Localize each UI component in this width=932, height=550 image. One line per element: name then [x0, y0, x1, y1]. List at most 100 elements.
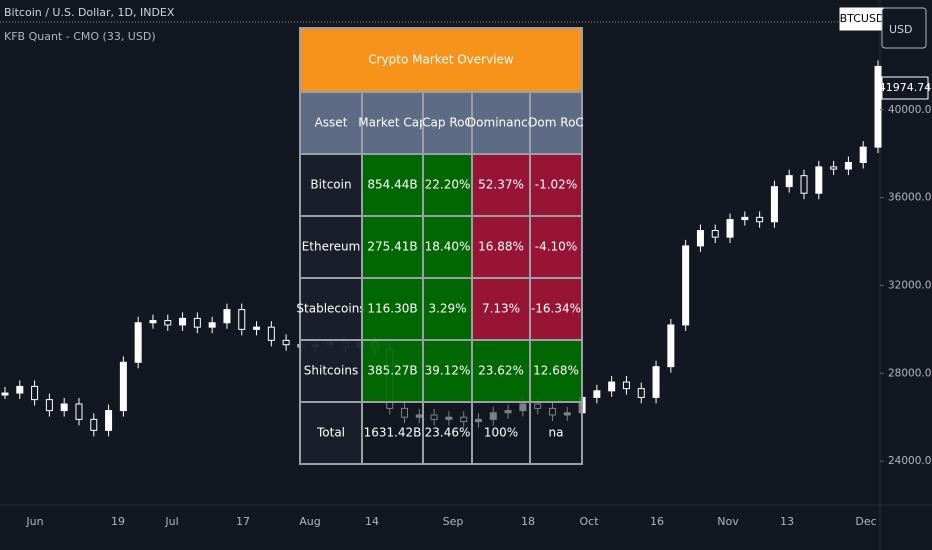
cell-text: 275.41B — [367, 240, 417, 254]
table-cell — [529, 277, 583, 341]
candle-body — [785, 175, 793, 188]
header-label: Dominance — [467, 116, 535, 130]
candle-body — [31, 385, 39, 401]
candle-body — [60, 403, 68, 412]
cell-text: 854.44B — [367, 178, 417, 192]
candle-body — [637, 388, 645, 398]
x-tick-label: 16 — [650, 515, 664, 528]
candle-body — [208, 322, 216, 328]
table-cell — [361, 277, 424, 341]
overview-table: Crypto Market Overview Asset Market CapCap… — [296, 27, 584, 465]
table-cell — [529, 339, 583, 403]
x-tick-label: Nov — [717, 515, 739, 528]
table-cell — [361, 401, 424, 465]
table-cell — [471, 339, 531, 403]
table-cell — [361, 215, 424, 279]
cell-text: Bitcoin — [310, 178, 351, 192]
header-label: Cap RoC — [422, 116, 473, 130]
cell-text: Stablecoins — [296, 302, 365, 316]
indicator-title: KFB Quant - CMO (33, USD) — [4, 30, 156, 43]
candle-body — [622, 381, 630, 390]
cell-text: 3.29% — [428, 302, 466, 316]
candle-body — [859, 146, 867, 163]
candle-body — [45, 399, 53, 412]
cell-text: 7.13% — [482, 302, 520, 316]
y-tick-label: 40000.00 — [888, 104, 932, 116]
cell-text: 116.30B — [367, 302, 417, 316]
cell-text: -4.10% — [535, 240, 577, 254]
table-cell — [529, 215, 583, 279]
cell-text: 18.40% — [425, 240, 471, 254]
last-price-box — [881, 76, 929, 100]
last-price: 41974.74 — [879, 81, 932, 94]
cell-text: Ethereum — [302, 240, 361, 254]
candle-body — [874, 65, 882, 148]
candle-body — [756, 216, 764, 223]
candle-body — [164, 320, 172, 326]
currency-box[interactable] — [881, 7, 927, 49]
candle-body — [667, 324, 675, 368]
x-tick-label: 13 — [780, 515, 794, 528]
candle-body — [608, 381, 616, 392]
candle-body — [16, 385, 24, 394]
y-tick-label: 28000.00 — [888, 367, 932, 379]
candle-body — [711, 230, 719, 238]
cell-text: Total — [316, 426, 345, 440]
x-tick-label: 18 — [521, 515, 535, 528]
candle-body — [726, 219, 734, 238]
y-tick-label: 32000.00 — [888, 279, 932, 291]
cell-text: 385.27B — [367, 364, 417, 378]
cell-text: 100% — [484, 426, 518, 440]
table-cell — [299, 215, 363, 279]
cell-text: 23.46% — [425, 426, 471, 440]
candle-body — [770, 186, 778, 223]
table-title-cell — [299, 27, 583, 93]
x-tick-label: Sep — [443, 515, 464, 528]
candle-body — [105, 410, 113, 431]
cell-text: 52.37% — [478, 178, 524, 192]
candle-body — [652, 366, 660, 398]
candle-body — [238, 309, 246, 330]
cell-text: 12.68% — [533, 364, 579, 378]
table-title: Crypto Market Overview — [368, 53, 514, 67]
candle-body — [800, 175, 808, 194]
x-tick-label: Dec — [855, 515, 876, 528]
header-label: Asset — [315, 116, 348, 130]
candle-body — [134, 322, 142, 363]
symbol-title: Bitcoin / U.S. Dollar, 1D, INDEX — [4, 6, 175, 19]
cell-text: 16.88% — [478, 240, 524, 254]
header-label: Market Cap — [358, 116, 426, 130]
candle-body — [830, 166, 838, 170]
currency[interactable]: USD — [889, 23, 913, 36]
candle-body — [593, 390, 601, 398]
cell-text: -1.02% — [535, 178, 577, 192]
cell-text: 39.12% — [425, 364, 471, 378]
candle-body — [267, 326, 275, 341]
candle-body — [75, 403, 83, 420]
table-cell — [299, 153, 363, 217]
candle-body — [682, 245, 690, 326]
ticker[interactable]: BTCUSD — [840, 12, 885, 25]
y-tick-label: 24000.00 — [888, 455, 932, 467]
axes: 24000.00 28000.00 32000.00 36000.00 40000.00… — [25, 104, 932, 528]
candle-body — [844, 161, 852, 170]
table-cell — [529, 153, 583, 217]
x-tick-label: 14 — [365, 515, 379, 528]
y-tick-label: 36000.00 — [888, 192, 932, 204]
table-cell — [422, 401, 473, 465]
x-tick-label: Aug — [299, 515, 320, 528]
cell-text: na — [549, 426, 564, 440]
table-cell — [529, 401, 583, 465]
cell-text: 1631.42B — [364, 426, 422, 440]
candle-body — [253, 326, 261, 330]
cell-text: 22.20% — [425, 178, 471, 192]
candle-body — [90, 418, 98, 431]
x-tick-label: Jul — [164, 515, 178, 528]
header-cell — [299, 91, 363, 155]
candle-body — [741, 216, 749, 221]
candle-body — [193, 317, 201, 328]
candle-body — [696, 230, 704, 247]
x-tick-label: 19 — [111, 515, 125, 528]
table-cell — [471, 401, 531, 465]
